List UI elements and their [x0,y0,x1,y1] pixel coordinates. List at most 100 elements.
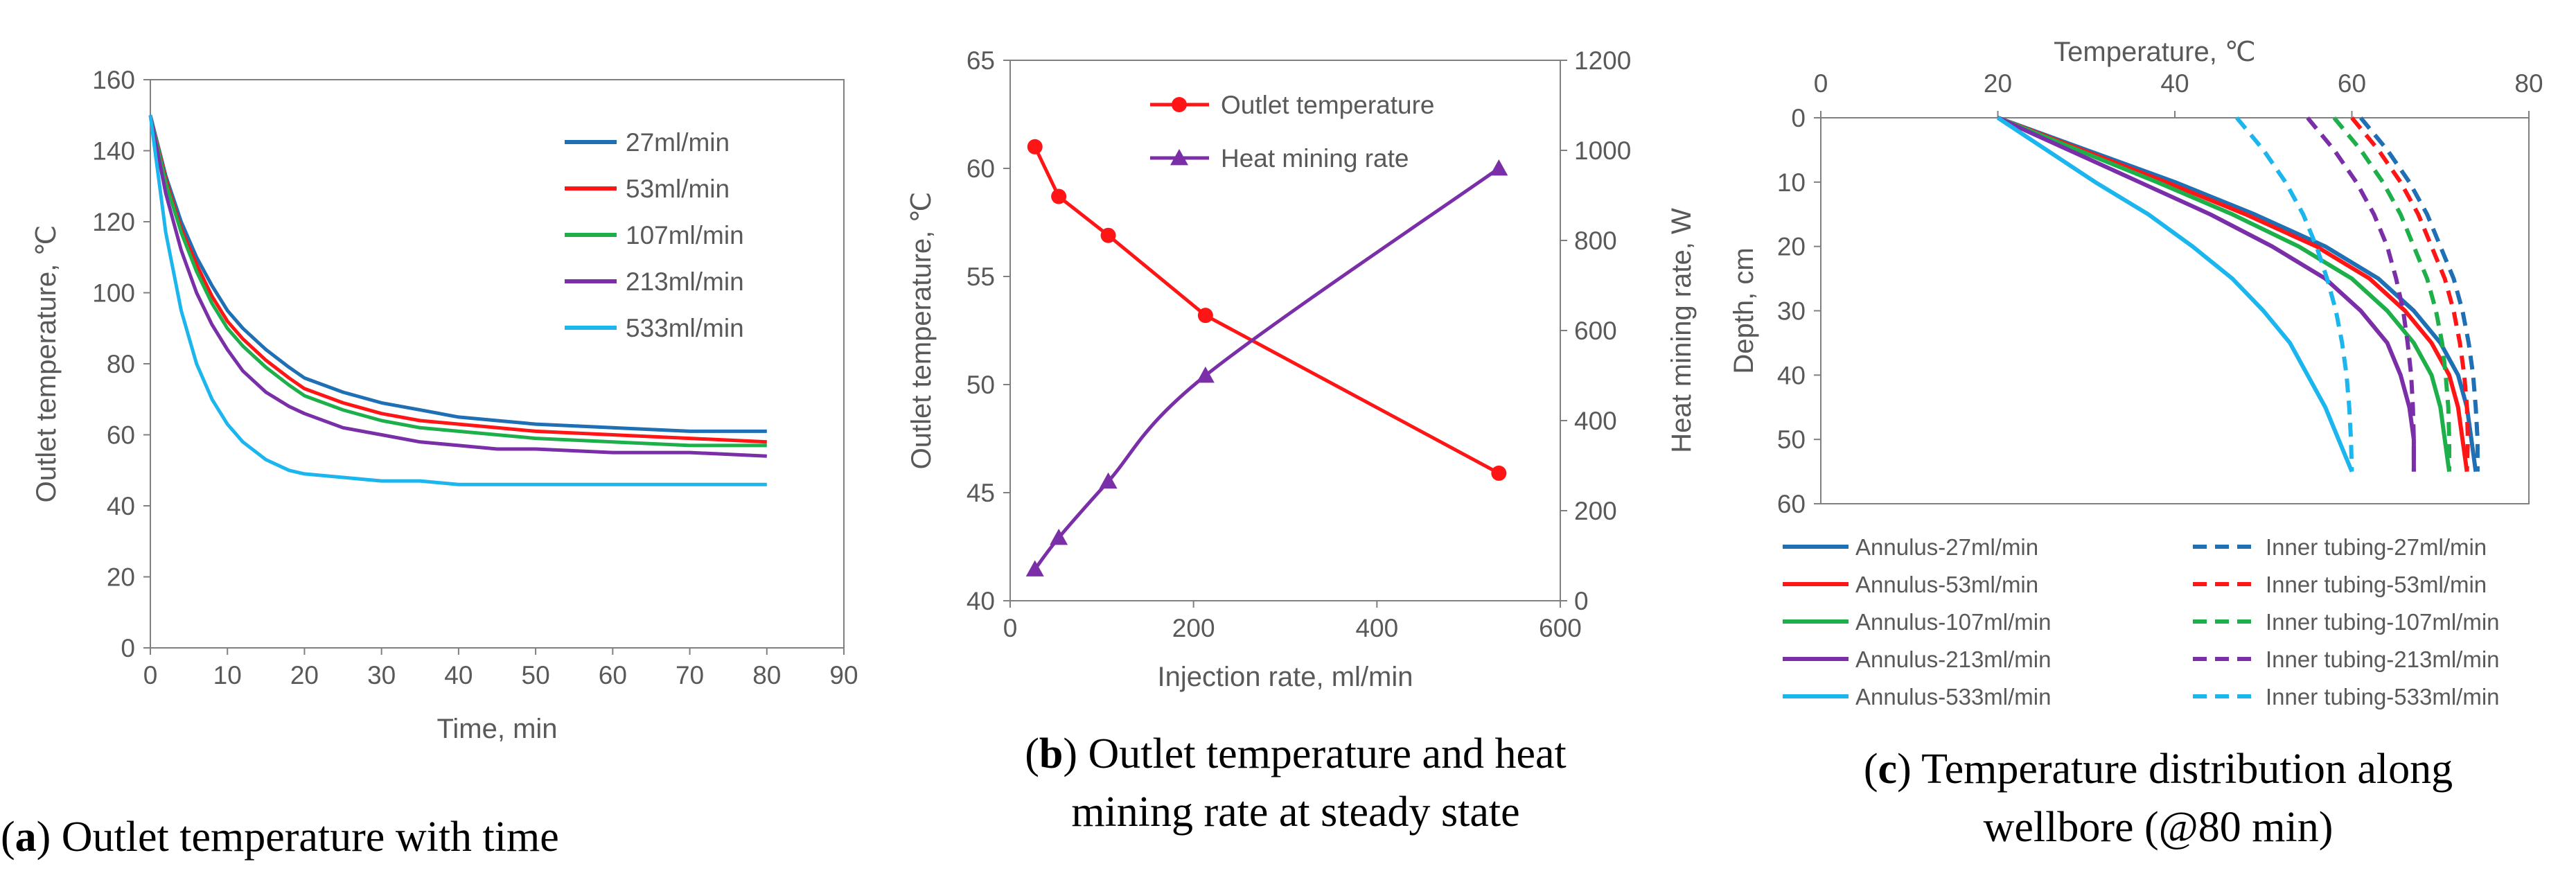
legend-label-c: Inner tubing-53ml/min [2266,572,2487,597]
y2-tick-label-b: 800 [1574,227,1617,255]
y2-tick-label-b: 0 [1574,587,1589,615]
x-tick-label-b: 400 [1355,614,1398,642]
series-line-inner-tubing [2306,116,2416,472]
series-line-inner-tubing [2235,116,2354,472]
series-line-annulus [1997,116,2451,473]
marker-heat-mining-rate [1196,367,1215,383]
panel-c: 0 20 40 60 80 0 10 20 30 40 50 60 Temperature, ℃ Dept… [1729,37,2543,851]
legend-label-heat-mining-rate: Heat mining rate [1221,144,1409,173]
caption-c-line2: wellbore (@80 min) [1984,804,2334,851]
caption-c-paren: ( [1864,746,1878,793]
series-line-a [148,114,767,486]
y-tick-label-c: 10 [1777,168,1806,197]
y2-tick-label-b: 1000 [1574,137,1631,165]
x-axis-label-c: Temperature, ℃ [2054,37,2256,67]
y-tick-label-a: 20 [107,563,135,592]
x-tick-label-a: 20 [290,661,319,689]
y-axis-label-a: Outlet temperature, ℃ [31,225,62,503]
y-tick-label-a: 60 [107,421,135,450]
y2-tick-label-b: 200 [1574,497,1617,525]
marker-heat-mining-rate [1025,560,1044,576]
y-tick-label-a: 140 [92,137,135,166]
legend-label-c: Annulus-27ml/min [1855,534,2038,560]
marker-outlet-temperature [1027,139,1043,155]
legend-label-c: Annulus-53ml/min [1855,572,2038,597]
legend-label-a: 53ml/min [626,175,730,203]
y-axis-label-b: Outlet temperature, ℃ [906,192,937,470]
x-tick-label-c: 60 [2338,69,2366,98]
x-tick-label-a: 30 [367,661,396,689]
x-tick-label-a: 90 [829,661,858,689]
caption-b-paren: ( [1025,730,1039,777]
caption-c: (c) Temperature distribution along [1864,746,2453,793]
legend-label-c: Inner tubing-107ml/min [2266,609,2500,635]
legend-label-c: Inner tubing-27ml/min [2266,534,2487,560]
x-tick-label-a: 10 [213,661,242,689]
y-tick-label-a: 80 [107,350,135,378]
series-line-inner-tubing [2332,116,2451,472]
y-tick-label-a: 160 [92,66,135,94]
legend-label-c: Annulus-213ml/min [1855,646,2051,672]
series-line-annulus [1996,116,2354,473]
x-tick-label-c: 80 [2514,69,2543,98]
y2-tick-label-b: 400 [1574,407,1617,435]
y-tick-label-c: 0 [1791,104,1806,132]
y-tick-label-b: 65 [967,46,995,75]
y-tick-label-c: 40 [1777,361,1806,389]
legend-label-a: 533ml/min [626,314,744,342]
y-tick-label-b: 40 [967,587,995,615]
series-line-annulus [1997,116,2416,472]
caption-b-text: ) Outlet temperature and heat [1063,730,1566,777]
legend-label-c: Annulus-533ml/min [1855,684,2051,710]
y-tick-label-c: 20 [1777,233,1806,261]
x-tick-label-c: 0 [1814,69,1828,98]
marker-heat-mining-rate [1099,472,1118,489]
plot-area-c [1820,117,2530,504]
y-tick-label-b: 45 [967,479,995,507]
legend-label-a: 107ml/min [626,221,744,249]
y-tick-label-c: 50 [1777,425,1806,454]
x-tick-label-a: 80 [752,661,781,689]
marker-outlet-temperature [1197,308,1213,324]
caption-a-text: ) Outlet temperature with time [37,813,559,861]
x-tick-label-b: 200 [1172,614,1215,642]
x-tick-label-a: 60 [599,661,627,689]
caption-b: (b) Outlet temperature and heat [1025,730,1567,777]
series-line-annulus [1997,116,2469,473]
legend-label-c: Inner tubing-213ml/min [2266,646,2500,672]
y-tick-label-a: 0 [121,634,135,662]
legend-label-a: 213ml/min [626,267,744,296]
legend-label-c: Inner tubing-533ml/min [2266,684,2500,710]
y-tick-label-b: 50 [967,371,995,399]
legend-label-a: 27ml/min [626,128,730,157]
plot-area-a [150,79,845,649]
caption-a-paren: ( [1,813,15,861]
series-line-a [148,114,767,433]
series-line-inner-tubing [2350,116,2470,472]
y-tick-label-b: 60 [967,155,995,183]
x-tick-label-b: 0 [1003,614,1018,642]
series-line-a [148,114,767,448]
y2-tick-label-b: 1200 [1574,46,1631,75]
x-tick-label-c: 40 [2160,69,2189,98]
marker-outlet-temperature [1051,188,1067,204]
x-axis-label-b: Injection rate, ml/min [1157,662,1413,692]
series-line-outlet-temperature [1033,146,1500,475]
caption-a-letter: a [15,813,37,861]
y-tick-label-c: 60 [1777,490,1806,518]
x-tick-label-a: 70 [676,661,704,689]
series-line-a [148,114,767,444]
legend-marker-heat-mining-rate [1170,149,1188,166]
y2-tick-label-b: 600 [1574,317,1617,345]
legend-label-c: Annulus-107ml/min [1855,609,2051,635]
x-tick-label-a: 0 [143,661,158,689]
x-tick-label-a: 40 [444,661,473,689]
y-tick-label-a: 100 [92,279,135,308]
legend-marker-outlet-temperature [1172,97,1187,112]
y-tick-label-a: 120 [92,208,135,236]
caption-b-line2: mining rate at steady state [1071,789,1519,836]
x-axis-label-a: Time, min [436,714,557,744]
caption-b-letter: b [1039,730,1063,777]
y-tick-label-b: 55 [967,263,995,291]
